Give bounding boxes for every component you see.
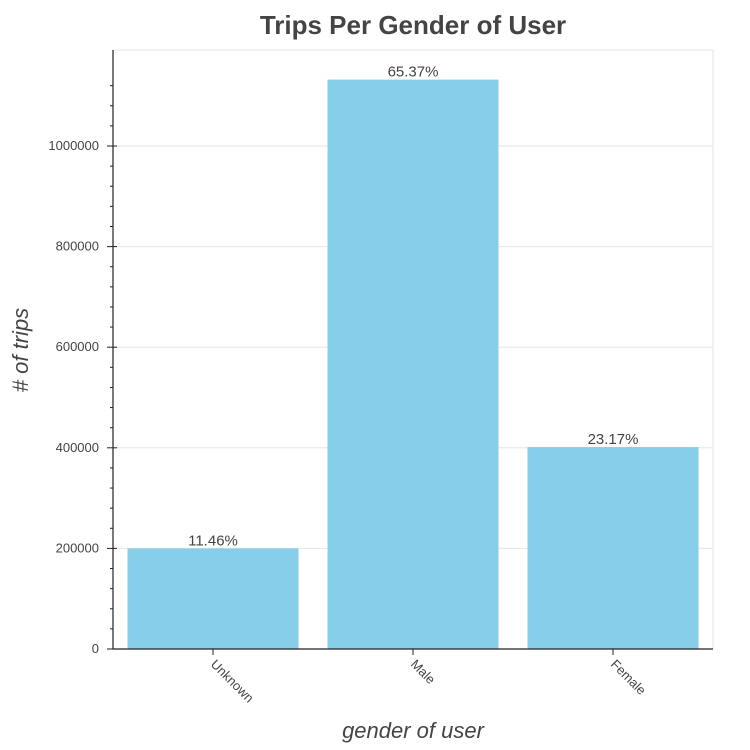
y-tick-label: 200000 <box>56 540 99 555</box>
y-tick-label: 800000 <box>56 239 99 254</box>
y-tick-label: 400000 <box>56 440 99 455</box>
bar <box>527 447 699 649</box>
axes <box>107 50 713 655</box>
y-tick-label: 0 <box>92 641 99 656</box>
y-axis-title: # of trips <box>8 308 33 392</box>
y-tick-label: 600000 <box>56 339 99 354</box>
x-tick-label: Unknown <box>208 657 257 706</box>
data-label: 11.46% <box>188 532 238 549</box>
chart-title: Trips Per Gender of User <box>259 10 567 40</box>
x-tick-label: Female <box>608 657 649 698</box>
bar <box>127 548 299 649</box>
x-axis-title: gender of user <box>342 718 486 743</box>
data-label: 65.37% <box>388 64 439 81</box>
bars <box>127 79 699 649</box>
bar <box>327 79 499 649</box>
data-label: 23.17% <box>588 431 639 448</box>
y-tick-label: 1000000 <box>48 138 99 153</box>
x-tick-label: Male <box>408 657 439 688</box>
